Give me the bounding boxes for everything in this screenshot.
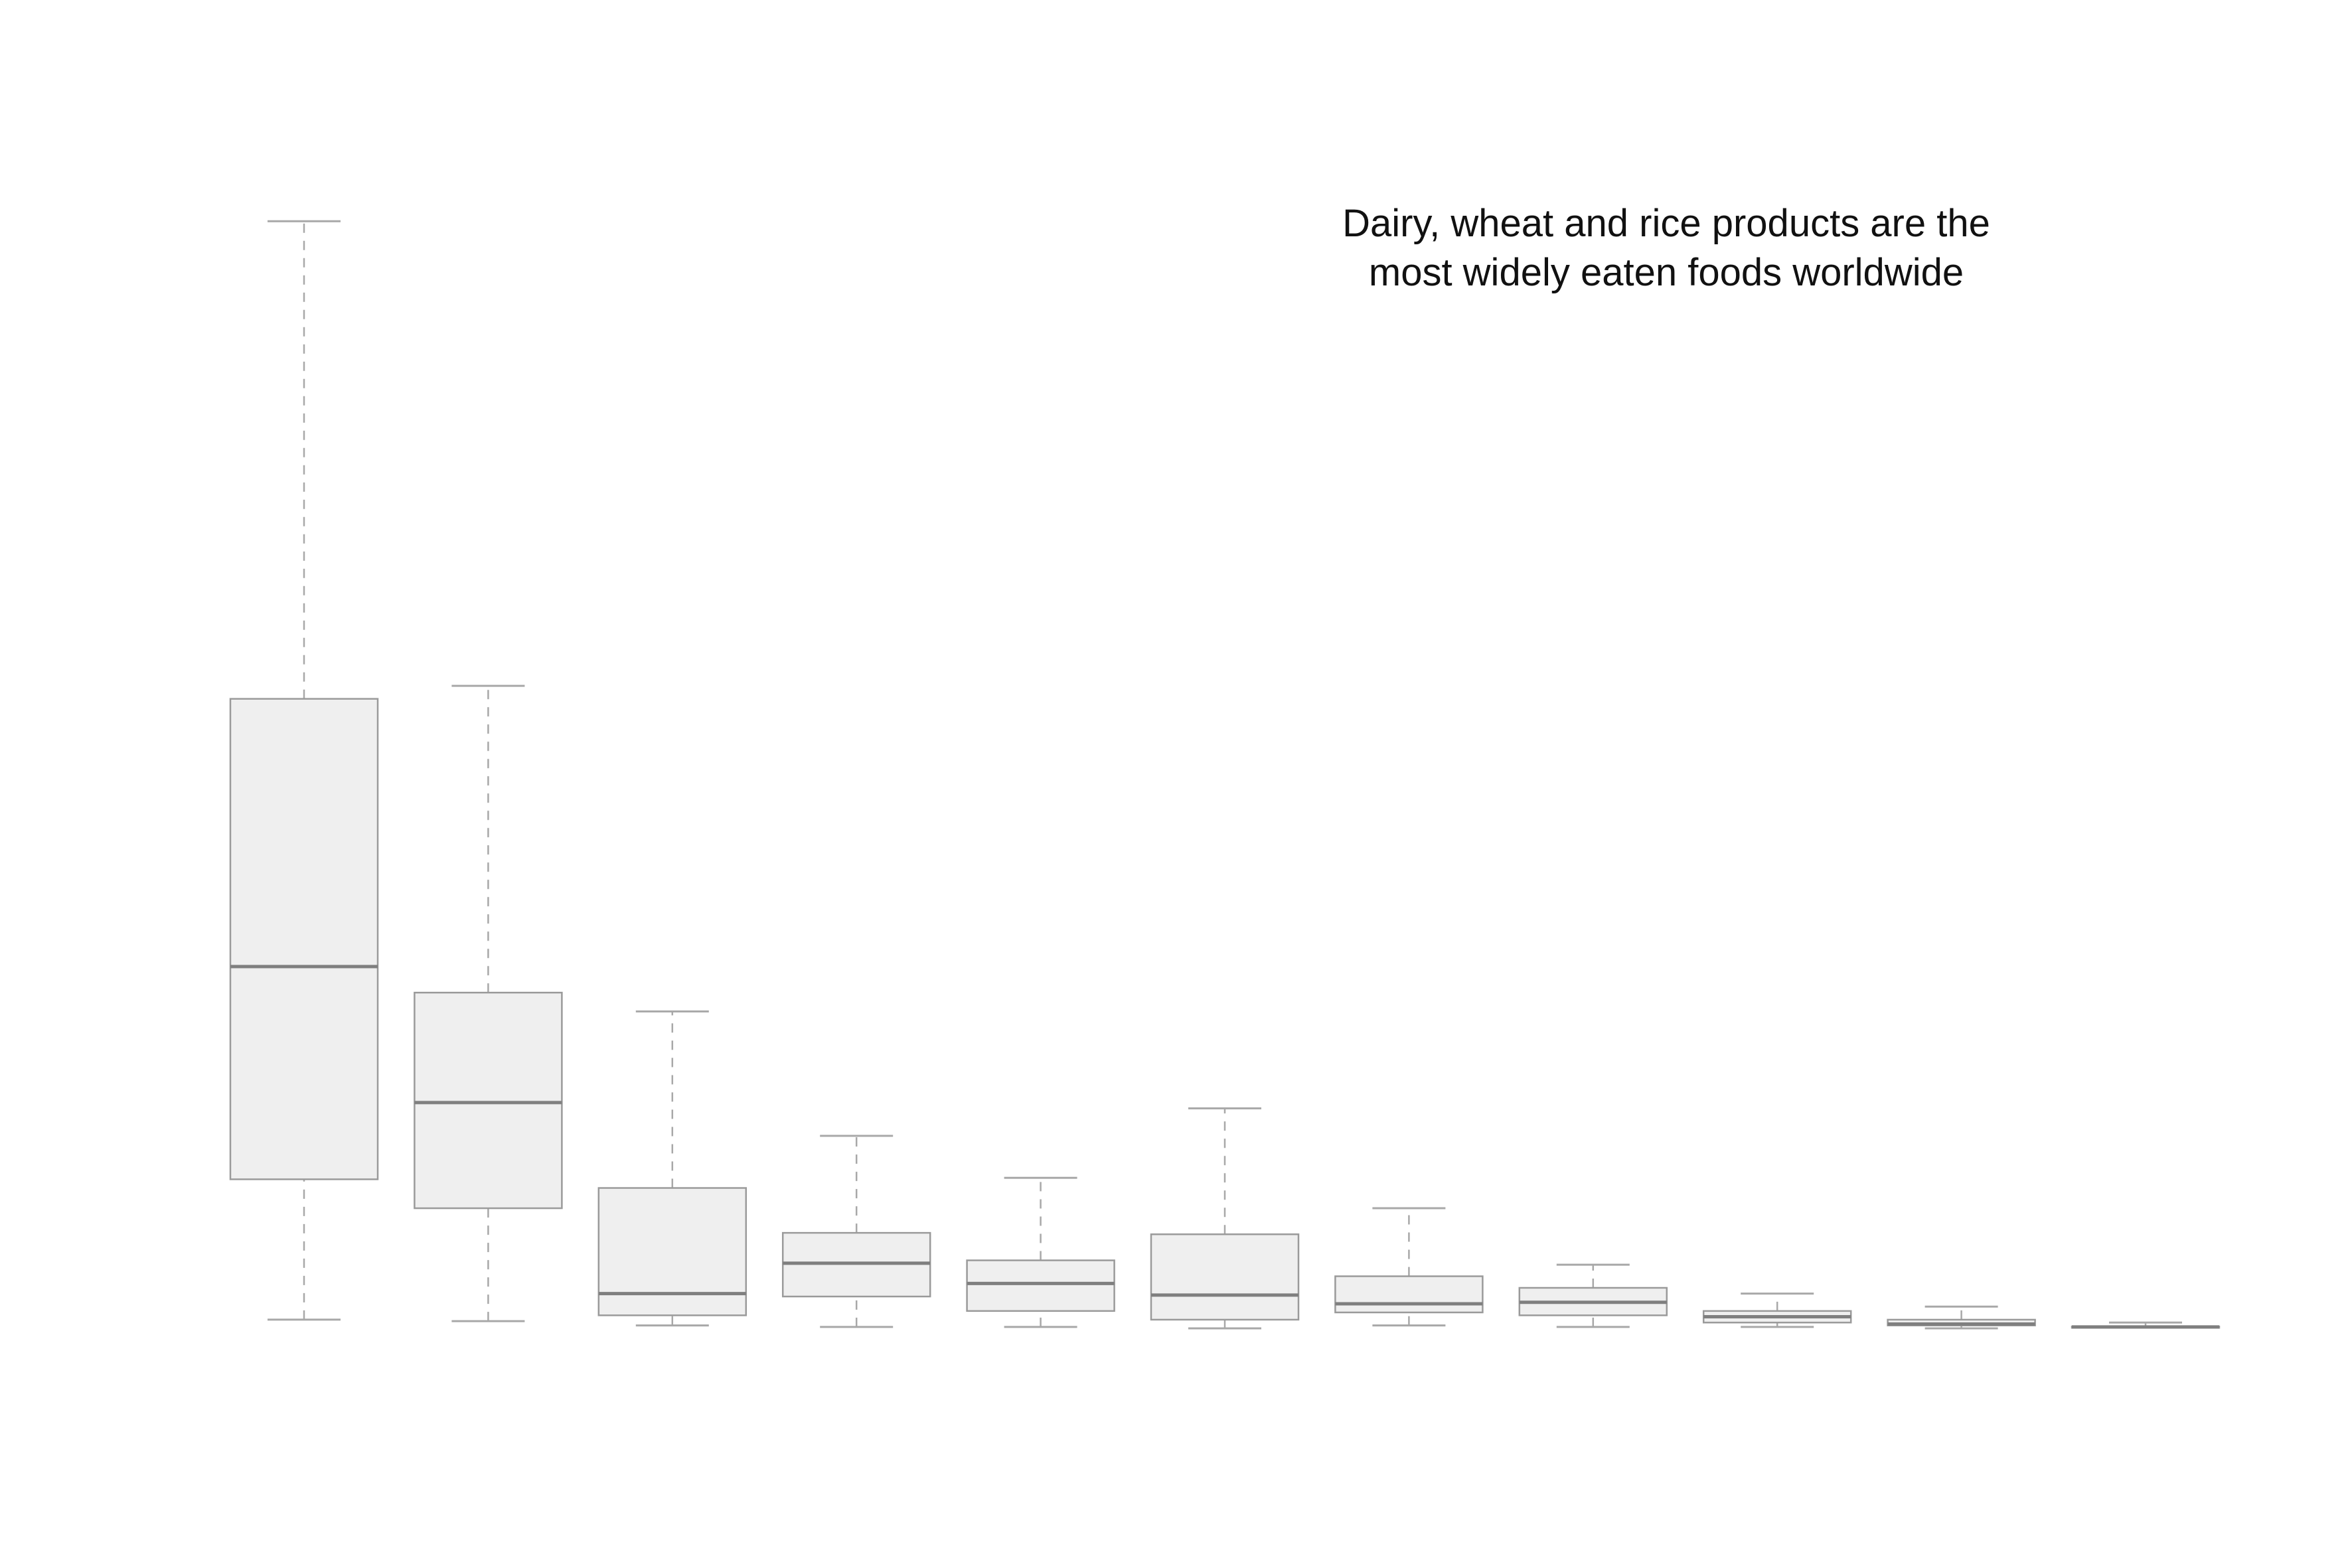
- iqr-box: [597, 1187, 747, 1316]
- box-3: [597, 1010, 747, 1327]
- chart-title-line-1: Dairy, wheat and rice products are the: [1342, 202, 1990, 245]
- box-6: [1150, 1107, 1300, 1330]
- iqr-box: [966, 1259, 1115, 1312]
- box-4: [781, 1135, 931, 1328]
- box-8: [1518, 1263, 1668, 1328]
- box-11: [2071, 1321, 2221, 1329]
- box-1: [229, 220, 379, 1321]
- chart-title-line-2: most widely eaten foods worldwide: [1368, 251, 1964, 294]
- iqr-box: [229, 698, 379, 1180]
- box-plot-series: [229, 220, 2221, 1330]
- box-10: [1887, 1305, 2036, 1330]
- iqr-box: [1334, 1275, 1484, 1314]
- chart-title: Dairy, wheat and rice products are the m…: [1235, 199, 2098, 297]
- box-5: [966, 1176, 1115, 1328]
- box-2: [414, 684, 563, 1322]
- iqr-box: [1150, 1233, 1300, 1321]
- box-9: [1702, 1293, 1852, 1328]
- iqr-box: [414, 991, 563, 1210]
- box-7: [1334, 1207, 1484, 1327]
